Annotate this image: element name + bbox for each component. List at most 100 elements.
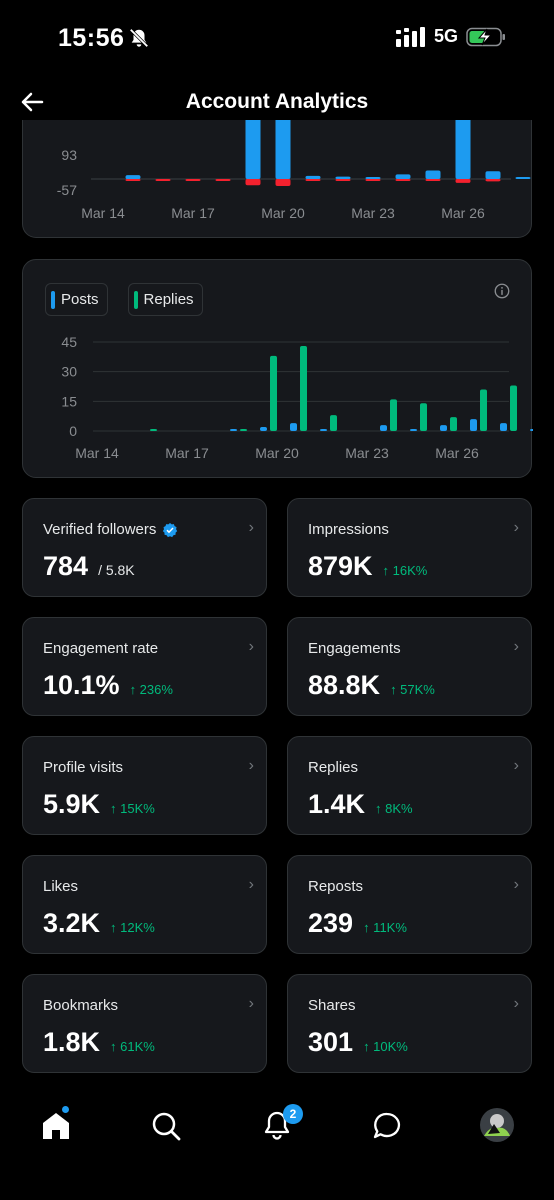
metric-value-row: 879K ↑ 16K% [308, 551, 427, 582]
chat-bubble-icon[interactable] [367, 1106, 407, 1146]
metric-card-engagements[interactable]: Engagements › 88.8K ↑ 57K% [287, 617, 532, 716]
metric-value: 1.4K [308, 789, 366, 819]
back-arrow-icon[interactable] [16, 86, 48, 118]
bar-posts [410, 429, 417, 431]
bar [515, 177, 531, 179]
metric-value-row: 5.9K ↑ 15K% [43, 789, 155, 820]
metric-change: ↑ 12K% [110, 920, 155, 935]
metric-card-bookmarks[interactable]: Bookmarks › 1.8K ↑ 61K% [22, 974, 267, 1073]
search-icon[interactable] [146, 1106, 186, 1146]
x-tick-label: Mar 20 [261, 205, 305, 221]
metric-value: 3.2K [43, 908, 101, 938]
status-bar: 15:56 5G [0, 0, 554, 76]
y-tick-label: 93 [61, 147, 77, 163]
metric-card-verified-followers[interactable]: Verified followers › 784 / 5.8K [22, 498, 267, 597]
bar [155, 179, 171, 181]
chevron-right-icon: › [248, 995, 254, 1012]
bar-posts [530, 429, 533, 431]
y-tick-label: 45 [61, 334, 77, 350]
x-tick-label: Mar 23 [351, 205, 395, 221]
header: Account Analytics [0, 76, 554, 132]
bar [335, 176, 351, 179]
bar-replies [150, 429, 157, 431]
metric-change: ↑ 16K% [382, 563, 428, 578]
metric-label: Likes [43, 878, 78, 895]
bar [125, 179, 141, 181]
bell-slash-icon [129, 28, 149, 48]
bar-posts [440, 425, 447, 431]
chevron-right-icon: › [513, 519, 519, 536]
bar [125, 175, 141, 179]
bar [455, 179, 471, 183]
x-tick-label: Mar 20 [255, 445, 299, 461]
network-type: 5G [433, 26, 458, 46]
bar [245, 179, 261, 186]
metric-card-replies[interactable]: Replies › 1.4K ↑ 8K% [287, 736, 532, 835]
status-time: 15:56 [58, 24, 125, 52]
bar-replies [240, 429, 247, 431]
metric-value: 784 [43, 551, 89, 581]
bell-icon[interactable] [257, 1106, 297, 1146]
metric-card-engagement-rate[interactable]: Engagement rate › 10.1% ↑ 236% [22, 617, 267, 716]
legend-swatch-posts [51, 290, 55, 309]
home-icon[interactable] [36, 1106, 76, 1146]
chevron-right-icon: › [248, 757, 254, 774]
page-title: Account Analytics [185, 90, 369, 113]
bar [425, 179, 441, 181]
metric-value-row: 3.2K ↑ 12K% [43, 908, 155, 939]
y-tick-label: -57 [57, 182, 77, 198]
legend-posts[interactable]: Posts [45, 283, 108, 316]
legend-replies[interactable]: Replies [127, 283, 203, 316]
bar [275, 120, 291, 179]
chevron-right-icon: › [513, 757, 519, 774]
x-tick-label: Mar 14 [81, 205, 125, 221]
bottom-nav [0, 1090, 554, 1160]
metric-label-text: Reposts [308, 878, 364, 895]
bar-replies [330, 415, 337, 431]
metric-label: Reposts [308, 878, 363, 895]
metric-change: ↑ 10K% [363, 1039, 408, 1054]
avatar[interactable] [478, 1106, 516, 1144]
metric-label: Shares [308, 997, 356, 1014]
x-tick-label: Mar 26 [441, 205, 485, 221]
metric-label: Replies [308, 759, 358, 776]
metric-label-text: Engagement rate [43, 640, 159, 657]
metric-value-row: 88.8K ↑ 57K% [308, 670, 435, 701]
metric-label-text: Verified followers [43, 521, 157, 538]
metric-card-impressions[interactable]: Impressions › 879K ↑ 16K% [287, 498, 532, 597]
bar [365, 177, 381, 179]
metric-label: Engagement rate [43, 640, 158, 657]
metric-value-row: 784 / 5.8K [43, 551, 135, 582]
metric-card-shares[interactable]: Shares › 301 ↑ 10K% [287, 974, 532, 1073]
x-tick-label: Mar 26 [435, 445, 479, 461]
bar-posts [260, 427, 267, 431]
metric-label: Engagements [308, 640, 401, 657]
chevron-right-icon: › [513, 876, 519, 893]
x-tick-label: Mar 14 [75, 445, 119, 461]
chart-legend: Posts Replies [45, 283, 203, 316]
bar-posts [230, 429, 237, 431]
bar-posts [320, 429, 327, 431]
metric-value-row: 301 ↑ 10K% [308, 1027, 408, 1058]
battery-charging-icon [466, 27, 505, 46]
metric-value: 879K [308, 551, 373, 581]
bar-replies [420, 403, 427, 431]
metric-change: ↑ 11K% [363, 920, 407, 935]
metric-card-profile-visits[interactable]: Profile visits › 5.9K ↑ 15K% [22, 736, 267, 835]
metric-label-text: Profile visits [43, 759, 124, 776]
chevron-right-icon: › [248, 519, 254, 536]
metric-change: ↑ 15K% [110, 801, 155, 816]
metric-label-text: Replies [308, 759, 359, 776]
bar [395, 174, 411, 179]
metric-card-reposts[interactable]: Reposts › 239 ↑ 11K% [287, 855, 532, 954]
metric-value-row: 239 ↑ 11K% [308, 908, 407, 939]
legend-swatch-replies [133, 290, 138, 309]
metric-change: ↑ 61K% [110, 1039, 155, 1054]
info-icon[interactable] [493, 282, 511, 300]
legend-label-replies: Replies [143, 291, 194, 308]
metric-card-likes[interactable]: Likes › 3.2K ↑ 12K% [22, 855, 267, 954]
x-tick-label: Mar 17 [171, 205, 215, 221]
metric-value: 88.8K [308, 670, 381, 700]
metric-value-row: 1.8K ↑ 61K% [43, 1027, 155, 1058]
